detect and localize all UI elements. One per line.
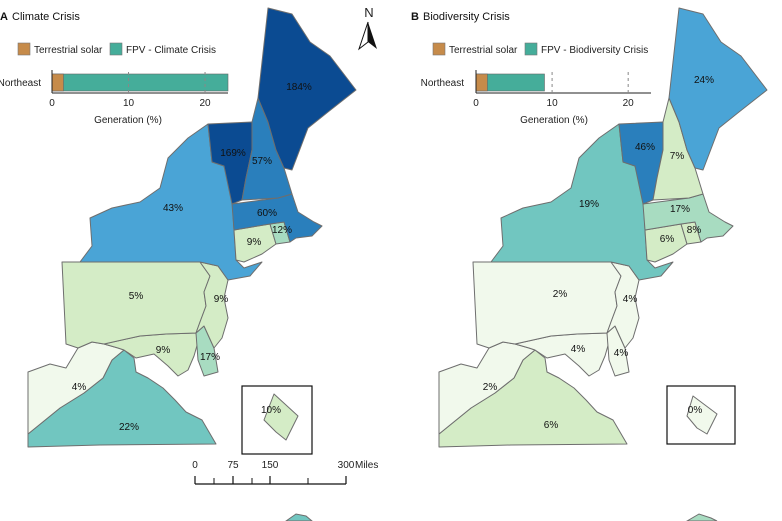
state-me <box>668 7 768 171</box>
state-dc-inset <box>263 393 299 441</box>
scale-bar: 0 75 150 300 Miles <box>192 460 378 485</box>
legend-fpv-label: FPV - Climate Crisis <box>126 45 216 56</box>
state-dc-inset <box>686 395 718 435</box>
label-va: 22% <box>119 422 139 433</box>
scale-label-75: 75 <box>227 460 239 471</box>
x-tick-10: 10 <box>547 98 559 109</box>
state-nj <box>195 261 229 349</box>
label-vt: 46% <box>635 142 655 153</box>
panel-b-map <box>438 7 768 448</box>
label-pa: 5% <box>129 291 144 302</box>
scale-label-300: 300 <box>338 460 355 471</box>
label-nj: 4% <box>623 294 638 305</box>
label-wv: 2% <box>483 382 498 393</box>
label-dc: 0% <box>688 405 703 416</box>
label-vt: 169% <box>220 148 246 159</box>
bar-category-label: Northeast <box>421 78 465 89</box>
bar-terrestrial <box>51 73 64 92</box>
scale-label-150: 150 <box>262 460 279 471</box>
north-arrow-icon: N <box>358 5 377 51</box>
label-ri: 8% <box>687 225 702 236</box>
label-wv: 4% <box>72 382 87 393</box>
x-axis-title: Generation (%) <box>520 115 588 126</box>
panel-a-map <box>27 7 357 448</box>
panel-b: B Biodiversity Crisis 24% 46% 7% 17% 19%… <box>411 7 768 521</box>
label-nh: 7% <box>670 151 685 162</box>
label-ma: 17% <box>670 204 690 215</box>
x-tick-0: 0 <box>473 98 479 109</box>
bar-fpv <box>51 73 229 92</box>
x-axis-title: Generation (%) <box>94 115 162 126</box>
label-pa: 2% <box>553 289 568 300</box>
label-nh: 57% <box>252 156 272 167</box>
panel-a-letter: A <box>0 11 8 23</box>
label-me: 24% <box>694 75 714 86</box>
state-nj <box>606 261 640 349</box>
panel-a-title: Climate Crisis <box>12 11 80 23</box>
label-ny: 43% <box>163 203 183 214</box>
label-de: 4% <box>614 348 629 359</box>
scale-unit: Miles <box>355 460 378 471</box>
legend-fpv-label: FPV - Biodiversity Crisis <box>541 45 648 56</box>
bar-chart-b <box>475 73 545 92</box>
legend-swatch-fpv <box>109 42 123 56</box>
x-tick-10: 10 <box>123 98 135 109</box>
label-ny: 19% <box>579 199 599 210</box>
x-tick-20: 20 <box>623 98 635 109</box>
state-me <box>257 7 357 171</box>
label-ct: 9% <box>247 237 262 248</box>
label-dc: 10% <box>261 405 281 416</box>
legend-swatch-fpv <box>524 42 538 56</box>
label-md: 4% <box>571 344 586 355</box>
panel-a: A Climate Crisis 184% 169% 57% 60% 43% 9… <box>0 5 378 521</box>
panel-b-letter: B <box>411 11 419 23</box>
cropped-map-fragment <box>285 513 313 521</box>
label-md: 9% <box>156 345 171 356</box>
label-ri: 12% <box>272 225 292 236</box>
label-nj: 9% <box>214 294 229 305</box>
x-tick-0: 0 <box>49 98 55 109</box>
label-va: 6% <box>544 420 559 431</box>
legend-swatch-terrestrial <box>432 42 446 56</box>
label-de: 17% <box>200 352 220 363</box>
bar-terrestrial <box>475 73 488 92</box>
north-arrow-label: N <box>364 5 373 20</box>
scale-label-0: 0 <box>192 460 198 471</box>
bar-category-label: Northeast <box>0 78 41 89</box>
label-ma: 60% <box>257 208 277 219</box>
cropped-map-fragment <box>686 513 718 521</box>
legend-terrestrial-label: Terrestrial solar <box>34 45 103 56</box>
x-tick-20: 20 <box>199 98 211 109</box>
label-me: 184% <box>286 82 312 93</box>
legend-terrestrial-label: Terrestrial solar <box>449 45 518 56</box>
label-ct: 6% <box>660 234 675 245</box>
panel-b-title: Biodiversity Crisis <box>423 11 510 23</box>
legend-swatch-terrestrial <box>17 42 31 56</box>
bar-chart-a <box>51 73 229 92</box>
